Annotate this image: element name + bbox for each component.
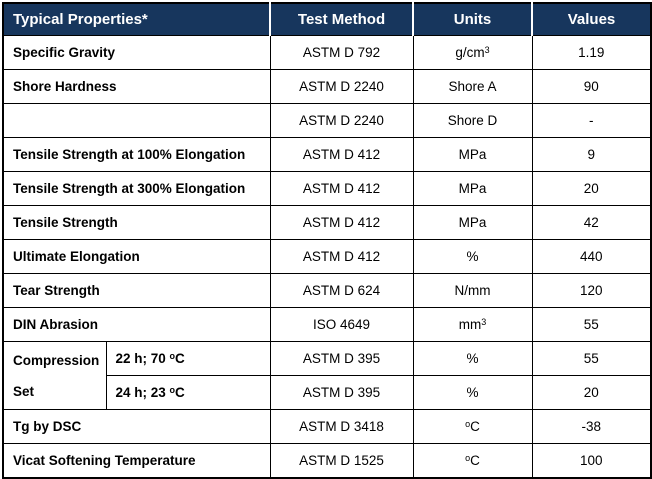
units-cell: N/mm [412,273,533,308]
table-row-tear-strength: Tear Strength ASTM D 624 N/mm 120 [2,273,652,308]
test-method-cell: ASTM D 2240 [269,69,414,104]
values-cell: 90 [531,69,652,104]
test-method-cell: ASTM D 792 [269,35,414,70]
test-method-cell: ASTM D 412 [269,171,414,206]
property-cell: Specific Gravity [2,35,271,70]
test-method-cell: ASTM D 1525 [269,443,414,479]
test-method-cell: ASTM D 412 [269,205,414,240]
condition-cell: 22 h; 70 oC [105,341,271,376]
table-row-vicat-softening: Vicat Softening Temperature ASTM D 1525 … [2,443,652,479]
property-cell: Tg by DSC [2,409,271,444]
table-header-row: Typical Properties* Test Method Units Va… [3,3,651,36]
compression-set-label-cell: Compression Set [2,341,107,410]
property-cell: Tensile Strength at 300% Elongation [2,171,271,206]
units-cell: g/cm3 [412,35,533,70]
test-method-cell: ASTM D 3418 [269,409,414,444]
test-method-cell: ASTM D 624 [269,273,414,308]
table-row-compression-set-1: Compression Set 22 h; 70 oC ASTM D 395 %… [2,341,652,410]
table-row-ultimate-elongation: Ultimate Elongation ASTM D 412 % 440 [2,239,652,274]
values-cell: 440 [531,239,652,274]
units-cell: oC [412,409,533,444]
property-cell: Vicat Softening Temperature [2,443,271,479]
units-cell: % [412,239,533,274]
col-header-units: Units [412,3,532,36]
test-method-cell: ASTM D 395 [269,375,414,410]
values-cell: 55 [531,307,652,342]
test-method-cell: ISO 4649 [269,307,414,342]
col-header-typical-properties: Typical Properties* [3,3,270,36]
test-method-cell: ASTM D 412 [269,239,414,274]
table-row-tg-by-dsc: Tg by DSC ASTM D 3418 oC -38 [2,409,652,444]
compression-label-line1: Compression [13,352,100,368]
table-row-specific-gravity: Specific Gravity ASTM D 792 g/cm3 1.19 [2,35,652,70]
table-row-shore-hardness-d: ASTM D 2240 Shore D - [2,103,652,138]
test-method-cell: ASTM D 2240 [269,103,414,138]
values-cell: 100 [531,443,652,479]
property-cell: Ultimate Elongation [2,239,271,274]
values-cell: 20 [531,171,652,206]
test-method-cell: ASTM D 395 [269,341,414,376]
values-cell: - [531,103,652,138]
units-cell: MPa [412,137,533,172]
table-row-tensile-100: Tensile Strength at 100% Elongation ASTM… [2,137,652,172]
table-row-tensile-strength: Tensile Strength ASTM D 412 MPa 42 [2,205,652,240]
units-cell: MPa [412,171,533,206]
property-cell: Tensile Strength at 100% Elongation [2,137,271,172]
table-row-din-abrasion: DIN Abrasion ISO 4649 mm3 55 [2,307,652,342]
table-row-shore-hardness-a: Shore Hardness ASTM D 2240 Shore A 90 [2,69,652,104]
values-cell: 1.19 [531,35,652,70]
col-header-values: Values [531,3,651,36]
units-cell: oC [412,443,533,479]
property-cell: Shore Hardness [2,69,271,104]
units-cell: % [412,375,533,410]
property-cell: Tensile Strength [2,205,271,240]
col-header-test-method: Test Method [269,3,413,36]
property-cell: DIN Abrasion [2,307,271,342]
units-cell: Shore A [412,69,533,104]
values-cell: 42 [531,205,652,240]
units-cell: MPa [412,205,533,240]
property-cell: Tear Strength [2,273,271,308]
values-cell: 55 [531,341,652,376]
test-method-cell: ASTM D 412 [269,137,414,172]
units-cell: % [412,341,533,376]
compression-label-line2: Set [13,383,35,399]
units-cell: Shore D [412,103,533,138]
values-cell: 20 [531,375,652,410]
condition-cell: 24 h; 23 oC [105,375,271,410]
values-cell: -38 [531,409,652,444]
values-cell: 120 [531,273,652,308]
table-row-tensile-300: Tensile Strength at 300% Elongation ASTM… [2,171,652,206]
values-cell: 9 [531,137,652,172]
property-cell [2,103,271,138]
table-row-compression-set-2: 24 h; 23 oC ASTM D 395 % 20 [3,375,652,410]
units-cell: mm3 [412,307,533,342]
